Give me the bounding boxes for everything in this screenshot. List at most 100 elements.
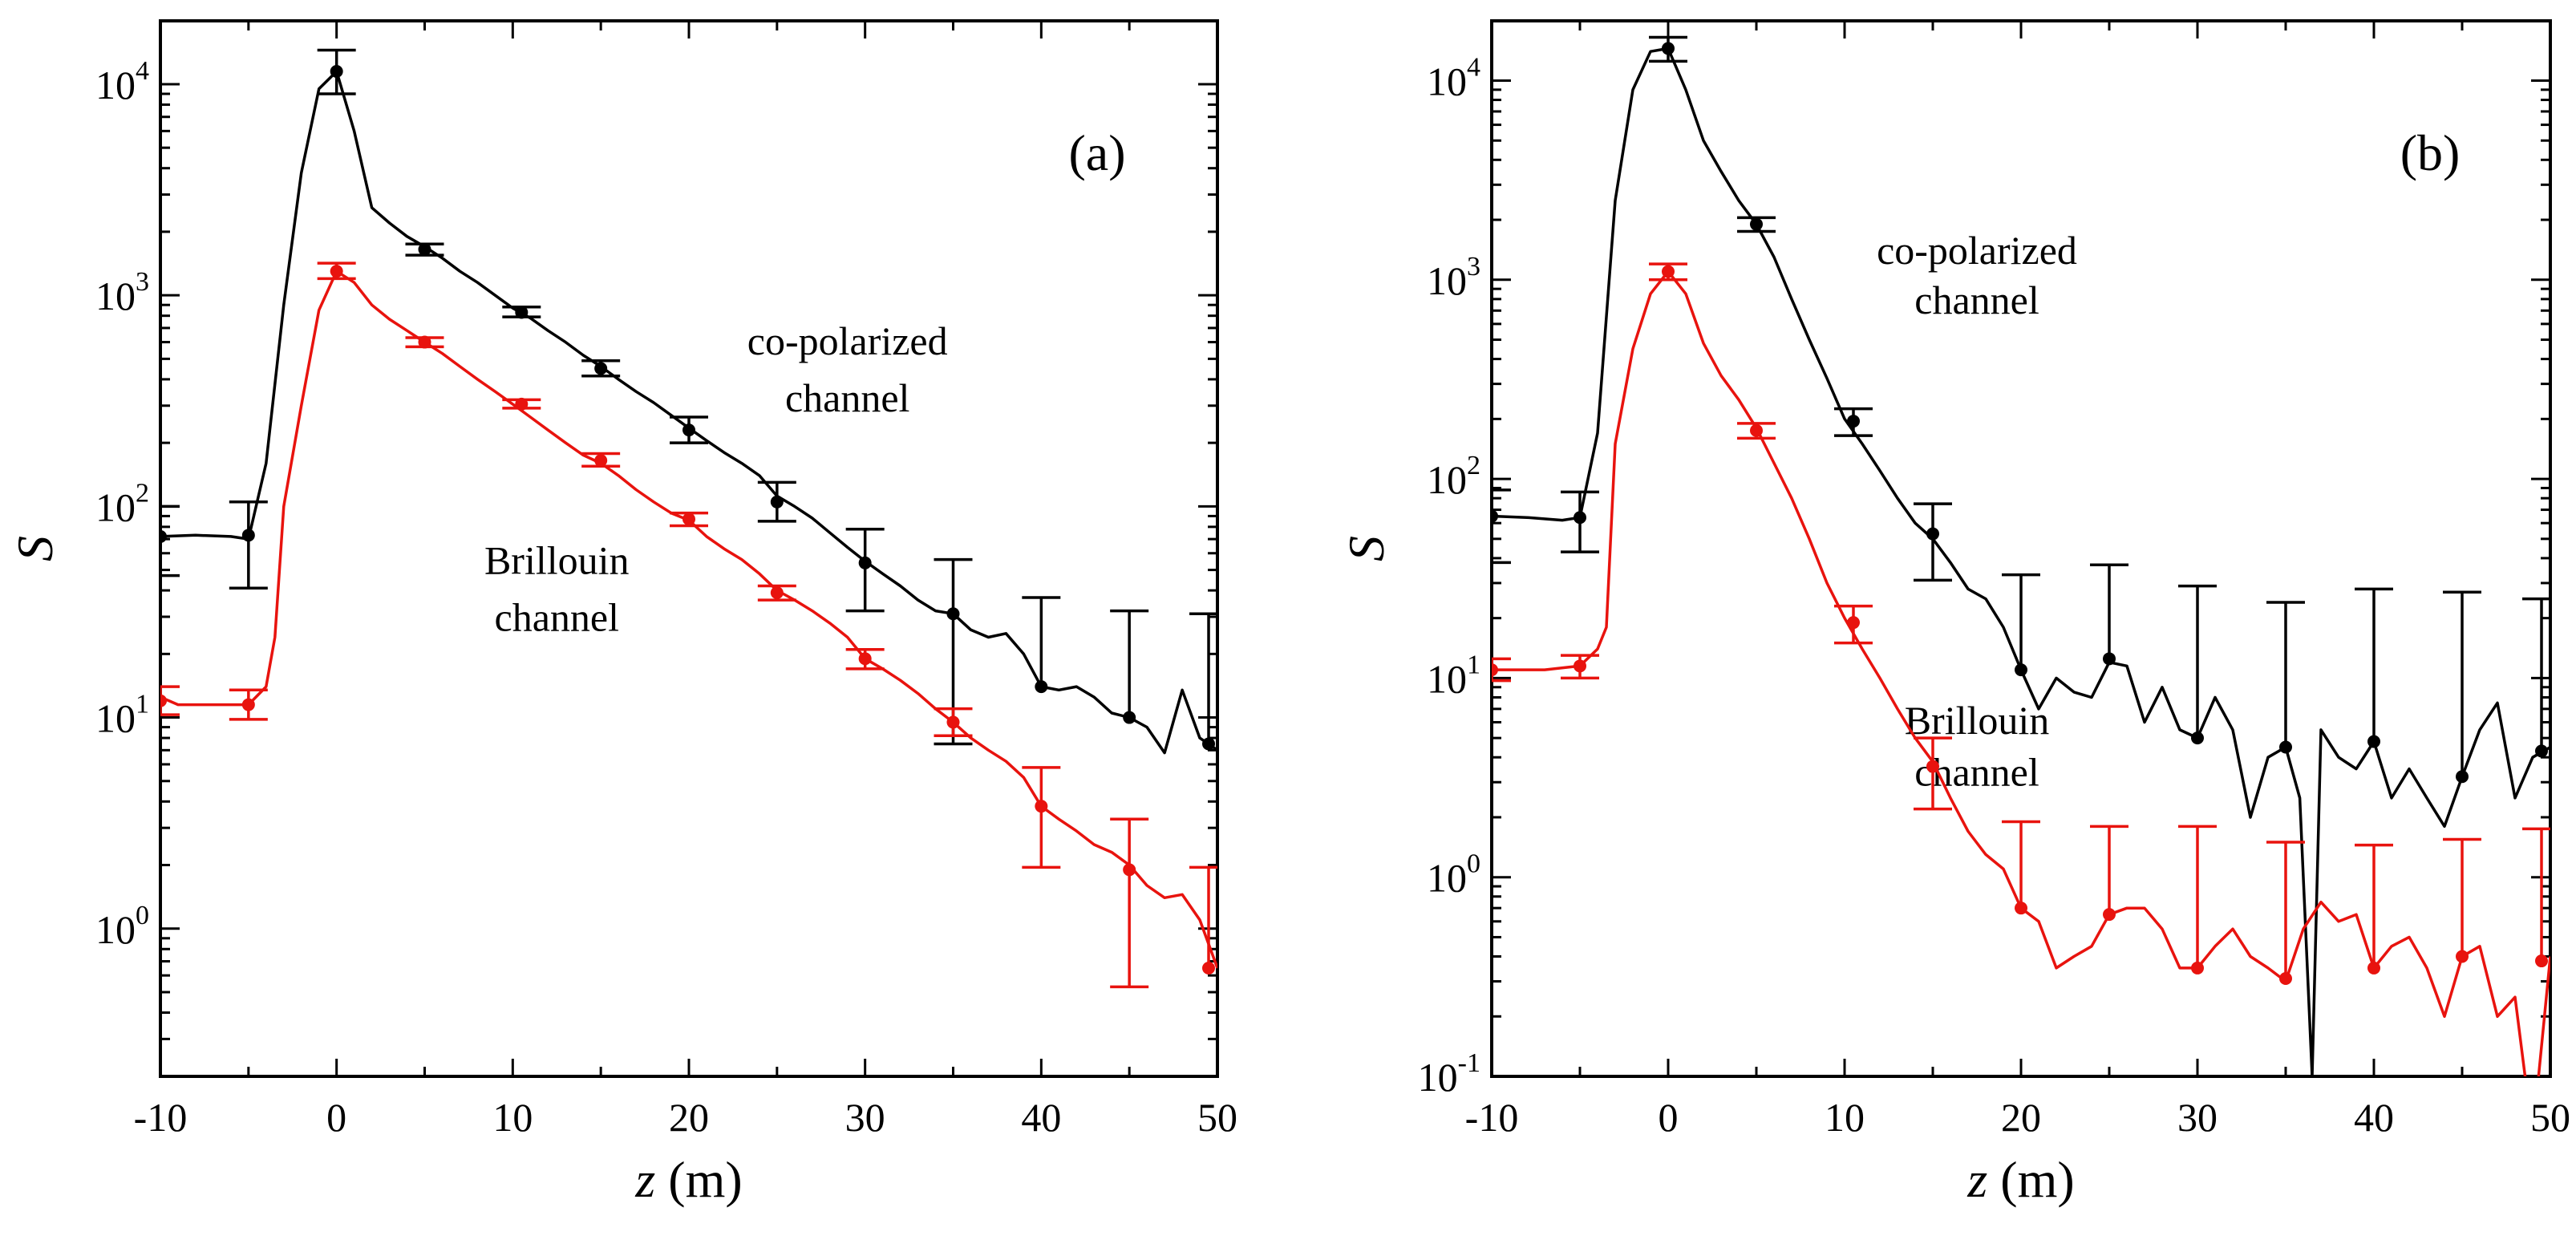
- data-point: [1750, 423, 1763, 437]
- data-point: [2456, 770, 2469, 784]
- y-tick-base: 10: [1427, 457, 1467, 502]
- y-tick-exponent: 0: [1467, 849, 1480, 879]
- data-point: [946, 715, 960, 729]
- y-tick-exponent: 0: [136, 901, 149, 930]
- data-point: [1574, 659, 1586, 673]
- data-point: [1123, 863, 1136, 877]
- x-axis-title: z (m): [634, 1151, 742, 1208]
- x-axis: -10 0 10 20 30 40 50: [1465, 21, 2570, 1140]
- y-tick-exponent: 3: [1467, 252, 1480, 282]
- y-axis-title: S: [6, 536, 63, 561]
- data-point: [594, 362, 608, 375]
- x-tick-label: 30: [845, 1095, 885, 1140]
- data-point: [1662, 42, 1675, 55]
- plot-frame: [159, 19, 1219, 1078]
- data-point: [2103, 652, 2116, 666]
- panel-label: (b): [2400, 124, 2461, 181]
- plot-area: [1492, 35, 2550, 1076]
- x-tick-label: 10: [492, 1095, 533, 1140]
- y-tick-base: 10: [95, 907, 136, 952]
- data-point: [1123, 711, 1136, 724]
- data-point: [2279, 740, 2292, 754]
- data-point: [682, 513, 695, 526]
- x-tick-label: 20: [2001, 1095, 2041, 1140]
- annotation-label: channel: [785, 375, 909, 420]
- data-point: [1926, 760, 1939, 773]
- data-point: [1202, 737, 1216, 751]
- y-tick-label: 10-1: [1418, 1048, 1480, 1100]
- y-tick-base: 10: [1427, 856, 1467, 901]
- y-tick-label: 100: [95, 901, 149, 952]
- x-axis-unit: (m): [655, 1151, 742, 1208]
- y-tick-exponent: 2: [1467, 451, 1480, 480]
- x-tick-label: 0: [326, 1095, 346, 1140]
- data-point: [2015, 902, 2027, 915]
- x-axis-title: z (m): [1966, 1151, 2074, 1208]
- data-point: [946, 607, 960, 621]
- data-point: [1926, 527, 1939, 541]
- y-tick-label: 102: [95, 478, 149, 529]
- data-point: [2015, 663, 2027, 677]
- data-point: [330, 64, 343, 78]
- data-point: [1662, 265, 1675, 278]
- y-tick-label: 104: [1427, 52, 1480, 103]
- x-tick-label: 50: [1197, 1095, 1237, 1140]
- series-co-polarized: [160, 48, 1217, 755]
- x-tick-label: -10: [1465, 1095, 1519, 1140]
- x-tick-label: 10: [1825, 1095, 1865, 1140]
- data-point: [418, 335, 431, 349]
- data-point: [2367, 735, 2380, 748]
- data-point: [1202, 962, 1216, 975]
- series-line: [1492, 47, 2550, 1076]
- data-point: [770, 586, 784, 599]
- data-point: [515, 306, 529, 319]
- y-tick-exponent: 4: [1467, 52, 1480, 82]
- x-tick-label: -10: [134, 1095, 188, 1140]
- plot-area: [160, 48, 1217, 989]
- x-tick-label: 50: [2530, 1095, 2570, 1140]
- data-point: [2279, 971, 2292, 985]
- data-point: [594, 454, 608, 468]
- series-line: [160, 269, 1217, 969]
- annotation-label: Brillouin: [484, 538, 630, 583]
- annotation-label: Brillouin: [1905, 698, 2050, 743]
- y-tick-label: 104: [95, 56, 149, 107]
- y-tick-label: 103: [1427, 252, 1480, 303]
- data-point: [2456, 950, 2469, 963]
- data-point: [770, 495, 784, 509]
- x-axis-variable: z: [1966, 1151, 1987, 1208]
- data-point: [160, 529, 167, 543]
- x-tick-label: 40: [1021, 1095, 1061, 1140]
- data-point: [515, 397, 529, 411]
- data-point: [2535, 744, 2548, 758]
- y-tick-base: 10: [95, 696, 136, 741]
- x-tick-label: 0: [1659, 1095, 1679, 1140]
- y-tick-label: 100: [1427, 849, 1480, 901]
- annotation-label: channel: [495, 595, 619, 640]
- data-point: [160, 694, 167, 707]
- series-brillouin: [160, 261, 1217, 989]
- y-tick-base: 10: [1427, 258, 1467, 303]
- y-axis-title: S: [1338, 536, 1395, 561]
- annotation-label: co-polarized: [747, 318, 948, 363]
- data-point: [1847, 415, 1860, 428]
- y-tick-exponent: 1: [1467, 650, 1480, 679]
- data-point: [2191, 731, 2204, 745]
- data-point: [682, 423, 695, 437]
- x-axis-variable: z: [634, 1151, 655, 1208]
- y-tick-exponent: 3: [136, 267, 149, 297]
- series-co-polarized: [1492, 35, 2550, 1076]
- y-tick-label: 102: [1427, 451, 1480, 502]
- data-point: [2535, 954, 2548, 968]
- data-point: [1035, 680, 1048, 694]
- x-axis: -10 0 10 20 30 40 50: [134, 21, 1237, 1140]
- x-tick-label: 40: [2354, 1095, 2394, 1140]
- x-tick-label: 20: [669, 1095, 709, 1140]
- data-point: [1035, 800, 1048, 813]
- data-point: [330, 265, 343, 278]
- data-point: [241, 698, 255, 711]
- y-tick-exponent: -1: [1458, 1048, 1480, 1078]
